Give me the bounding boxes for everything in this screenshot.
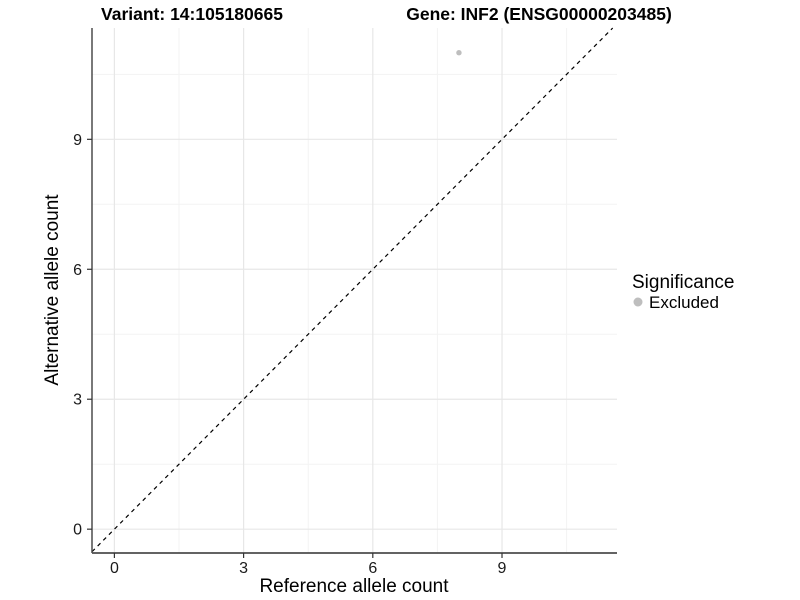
legend-title: Significance: [632, 272, 734, 293]
y-tick-label: 3: [73, 392, 82, 409]
data-point: [456, 49, 462, 56]
axis-tick-labels: 0 3 6 9 0 3 6 9: [73, 132, 506, 577]
x-tick-label: 6: [368, 560, 377, 577]
legend-item-label: Excluded: [649, 293, 719, 312]
y-axis-label: Alternative allele count: [42, 194, 63, 386]
legend-swatch-excluded-icon: [633, 297, 643, 307]
panel-gridlines: [92, 28, 617, 553]
y-tick-label: 0: [73, 522, 82, 539]
plot-title-variant: Variant: 14:105180665: [101, 4, 283, 24]
x-axis-label: Reference allele count: [259, 576, 449, 597]
y-tick-label: 9: [73, 132, 82, 149]
y-tick-label: 6: [73, 262, 82, 279]
legend: Significance Excluded: [632, 272, 734, 312]
panel-axes: [87, 28, 617, 558]
x-tick-label: 3: [239, 560, 248, 577]
x-tick-label: 0: [110, 560, 119, 577]
panel-marks: [91, 27, 614, 553]
plot-title-row: Variant: 14:105180665 Gene: INF2 (ENSG00…: [0, 4, 800, 28]
x-tick-label: 9: [498, 560, 507, 577]
plot-title-gene: Gene: INF2 (ENSG00000203485): [406, 4, 672, 24]
identity-line: [91, 27, 614, 553]
